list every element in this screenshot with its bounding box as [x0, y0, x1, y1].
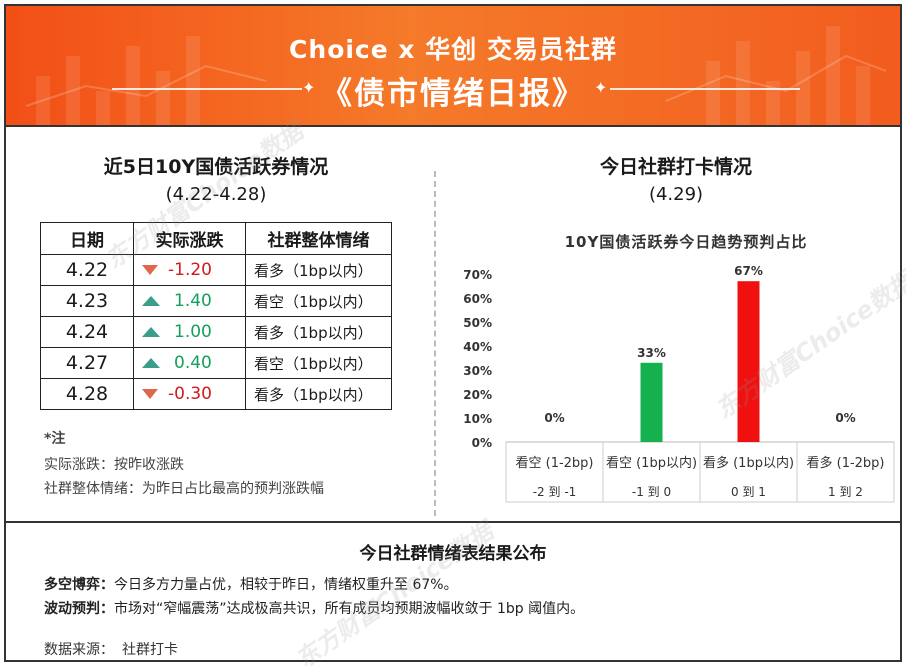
table-row: 4.28 -0.30 看多（1bp以内）: [40, 378, 392, 410]
row-change: 0.40: [133, 347, 246, 379]
row-date: 4.23: [40, 285, 134, 317]
row-change-value: -0.30: [168, 384, 212, 404]
row-change-value: 1.40: [174, 291, 212, 311]
data-source: 数据来源： 社群打卡: [44, 639, 178, 659]
y-tick-label: 30%: [463, 364, 492, 378]
trend-forecast-bar-chart: 0% 10% 20% 30% 40% 50% 60% 70% 0% 看空 (1-2bp) -2 到 …: [463, 264, 895, 503]
row-date: 4.24: [40, 316, 134, 348]
banner-title: Choice x 华创 交易员社群: [289, 35, 617, 64]
summary-label: 波动预判：: [44, 601, 114, 617]
y-tick-label: 70%: [463, 268, 492, 282]
x-tick-label: 看空 (1bp以内): [606, 455, 697, 471]
row-mood: 看空（1bp以内）: [245, 285, 392, 317]
row-change: -0.30: [133, 378, 246, 410]
header-banner: Choice x 华创 交易员社群 ✦ 《债市情绪日报》 ✦: [6, 6, 900, 127]
y-tick-label: 60%: [463, 292, 492, 306]
y-tick-label: 0%: [472, 436, 492, 450]
data-label: 33%: [637, 346, 666, 360]
bar: [640, 362, 663, 442]
row-change: 1.00: [133, 316, 246, 348]
summary-text: 今日多方力量占优，相较于昨日，情绪权重升至 67%。: [114, 577, 458, 593]
left-panel-date-range: (4.22-4.28): [165, 184, 267, 205]
x-tick-label: 看空 (1-2bp): [515, 455, 593, 471]
right-panel-title: 今日社群打卡情况: [599, 156, 752, 178]
row-mood: 看空（1bp以内）: [245, 347, 392, 379]
x-range-label: 1 到 2: [828, 485, 863, 499]
row-mood: 看多（1bp以内）: [245, 316, 392, 348]
up-arrow-icon: [142, 358, 160, 368]
data-label: 0%: [835, 411, 855, 425]
summary-line-volatility: 波动预判：市场对“窄幅震荡”达成极高共识，所有成员均预期波幅收敛于 1bp 阈值…: [44, 598, 584, 618]
row-mood: 看多（1bp以内）: [245, 254, 392, 286]
row-change: 1.40: [133, 285, 246, 317]
table-row: 4.23 1.40 看空（1bp以内）: [40, 285, 392, 317]
x-range-label: 0 到 1: [731, 485, 766, 499]
bond-trend-table: 日期 实际涨跌 社群整体情绪 4.22 -1.20 看多（1bp以内） 4.23…: [40, 222, 392, 410]
y-tick-label: 40%: [463, 340, 492, 354]
row-change-value: -1.20: [168, 260, 212, 280]
star-icon: ✦: [302, 78, 316, 97]
row-mood: 看多（1bp以内）: [245, 378, 392, 410]
report-card: Choice x 华创 交易员社群 ✦ 《债市情绪日报》 ✦ 近5日10Y国债活…: [4, 4, 906, 666]
row-change-value: 1.00: [174, 322, 212, 342]
bottom-title: 今日社群情绪表结果公布: [359, 544, 547, 564]
banner-rule-left: [112, 88, 302, 90]
star-icon: ✦: [594, 78, 608, 97]
banner-subtitle: 《债市情绪日报》: [321, 76, 585, 112]
summary-label: 多空博弈：: [44, 577, 114, 593]
column-header-mood: 社群整体情绪: [245, 222, 392, 255]
note-line-mood: 社群整体情绪：为昨日占比最高的预判涨跌幅: [44, 481, 324, 497]
y-tick-label: 10%: [463, 412, 492, 426]
up-arrow-icon: [142, 296, 160, 306]
column-header-change: 实际涨跌: [133, 222, 246, 255]
summary-line-sentiment: 多空博弈：今日多方力量占优，相较于昨日，情绪权重升至 67%。: [44, 574, 458, 594]
banner-rule-right: [610, 88, 800, 90]
table-header-row: 日期 实际涨跌 社群整体情绪: [40, 222, 392, 255]
x-tick-label: 看多 (1bp以内): [703, 455, 794, 471]
data-label: 0%: [544, 411, 564, 425]
source-label: 数据来源：: [44, 642, 114, 658]
x-tick-label: 看多 (1-2bp): [806, 455, 884, 471]
bar: [737, 281, 760, 442]
note-heading: *注: [44, 431, 66, 447]
row-change-value: 0.40: [174, 353, 212, 373]
chart-title: 10Y国债活跃券今日趋势预判占比: [564, 233, 808, 251]
x-range-label: -2 到 -1: [533, 485, 577, 499]
row-date: 4.27: [40, 347, 134, 379]
x-range-label: -1 到 0: [632, 485, 671, 499]
panel-divider: [434, 171, 436, 516]
source-value: 社群打卡: [122, 642, 178, 658]
data-label: 67%: [734, 264, 763, 278]
right-panel-date: (4.29): [648, 184, 704, 205]
table-row: 4.27 0.40 看空（1bp以内）: [40, 347, 392, 379]
banner-decoration: [25, 26, 887, 125]
row-date: 4.28: [40, 378, 134, 410]
row-date: 4.22: [40, 254, 134, 286]
summary-text: 市场对“窄幅震荡”达成极高共识，所有成员均预期波幅收敛于 1bp 阈值内。: [114, 601, 585, 617]
y-tick-label: 50%: [463, 316, 492, 330]
column-header-date: 日期: [40, 222, 134, 255]
row-change: -1.20: [133, 254, 246, 286]
note-line-change: 实际涨跌：按昨收涨跌: [44, 457, 184, 473]
table-row: 4.24 1.00 看多（1bp以内）: [40, 316, 392, 348]
left-panel-title: 近5日10Y国债活跃券情况: [103, 156, 329, 178]
down-arrow-icon: [142, 389, 158, 399]
up-arrow-icon: [142, 327, 160, 337]
section-divider: [6, 521, 900, 523]
down-arrow-icon: [142, 265, 158, 275]
table-row: 4.22 -1.20 看多（1bp以内）: [40, 254, 392, 286]
y-tick-label: 20%: [463, 388, 492, 402]
